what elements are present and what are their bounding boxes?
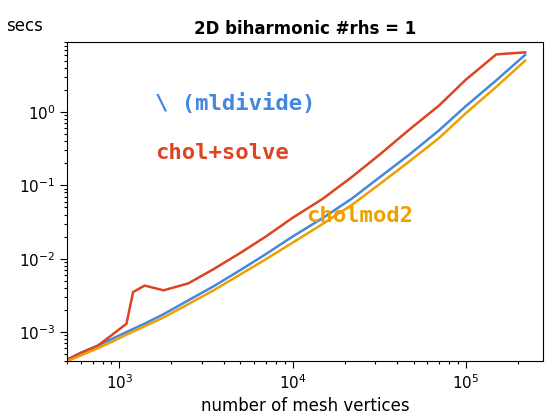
Text: secs: secs (6, 17, 43, 35)
Title: 2D biharmonic #rhs = 1: 2D biharmonic #rhs = 1 (194, 20, 416, 38)
Text: cholmod2: cholmod2 (306, 206, 413, 226)
Text: \ (mldivide): \ (mldivide) (155, 93, 315, 114)
Text: chol+solve: chol+solve (155, 142, 288, 163)
X-axis label: number of mesh vertices: number of mesh vertices (201, 397, 409, 415)
